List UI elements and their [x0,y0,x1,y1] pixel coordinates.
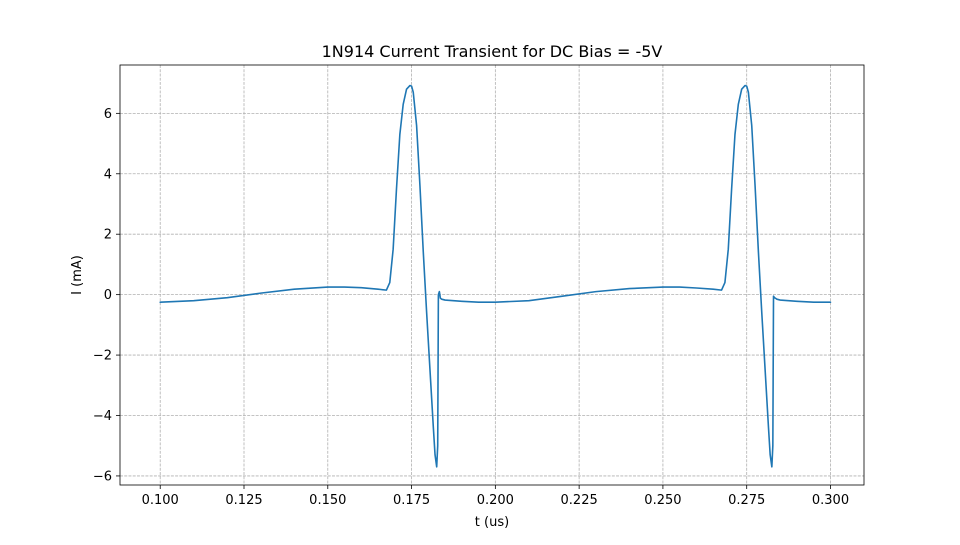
x-tick-label: 0.200 [477,493,514,508]
y-tick-label: 4 [104,167,112,182]
x-tick-label: 0.100 [142,493,179,508]
x-tick-label: 0.300 [812,493,849,508]
x-tick-label: 0.150 [309,493,346,508]
y-axis-label: I (mA) [70,255,85,295]
x-tick-label: 0.250 [644,493,681,508]
series-line-0 [159,84,832,468]
x-axis-ticks: 0.100 0.125 0.150 0.175 0.200 0.225 0.250 0.275… [142,485,849,508]
axes-frame [119,64,865,486]
y-tick-label: −4 [93,409,112,424]
y-axis-ticks: −6 −4 −2 0 2 4 6 [93,107,120,484]
y-tick-label: 2 [104,228,112,243]
y-tick-label: −2 [93,349,112,364]
y-tick-label: 0 [104,288,112,303]
y-tick-label: −6 [93,469,112,484]
x-tick-label: 0.125 [225,493,262,508]
series-layer [159,84,832,468]
x-tick-label: 0.225 [561,493,598,508]
y-tick-label: 6 [104,107,112,122]
x-tick-label: 0.175 [393,493,430,508]
x-axis-label: t (us) [475,515,509,530]
x-tick-label: 0.275 [728,493,765,508]
chart-title: 1N914 Current Transient for DC Bias = -5… [322,42,663,61]
